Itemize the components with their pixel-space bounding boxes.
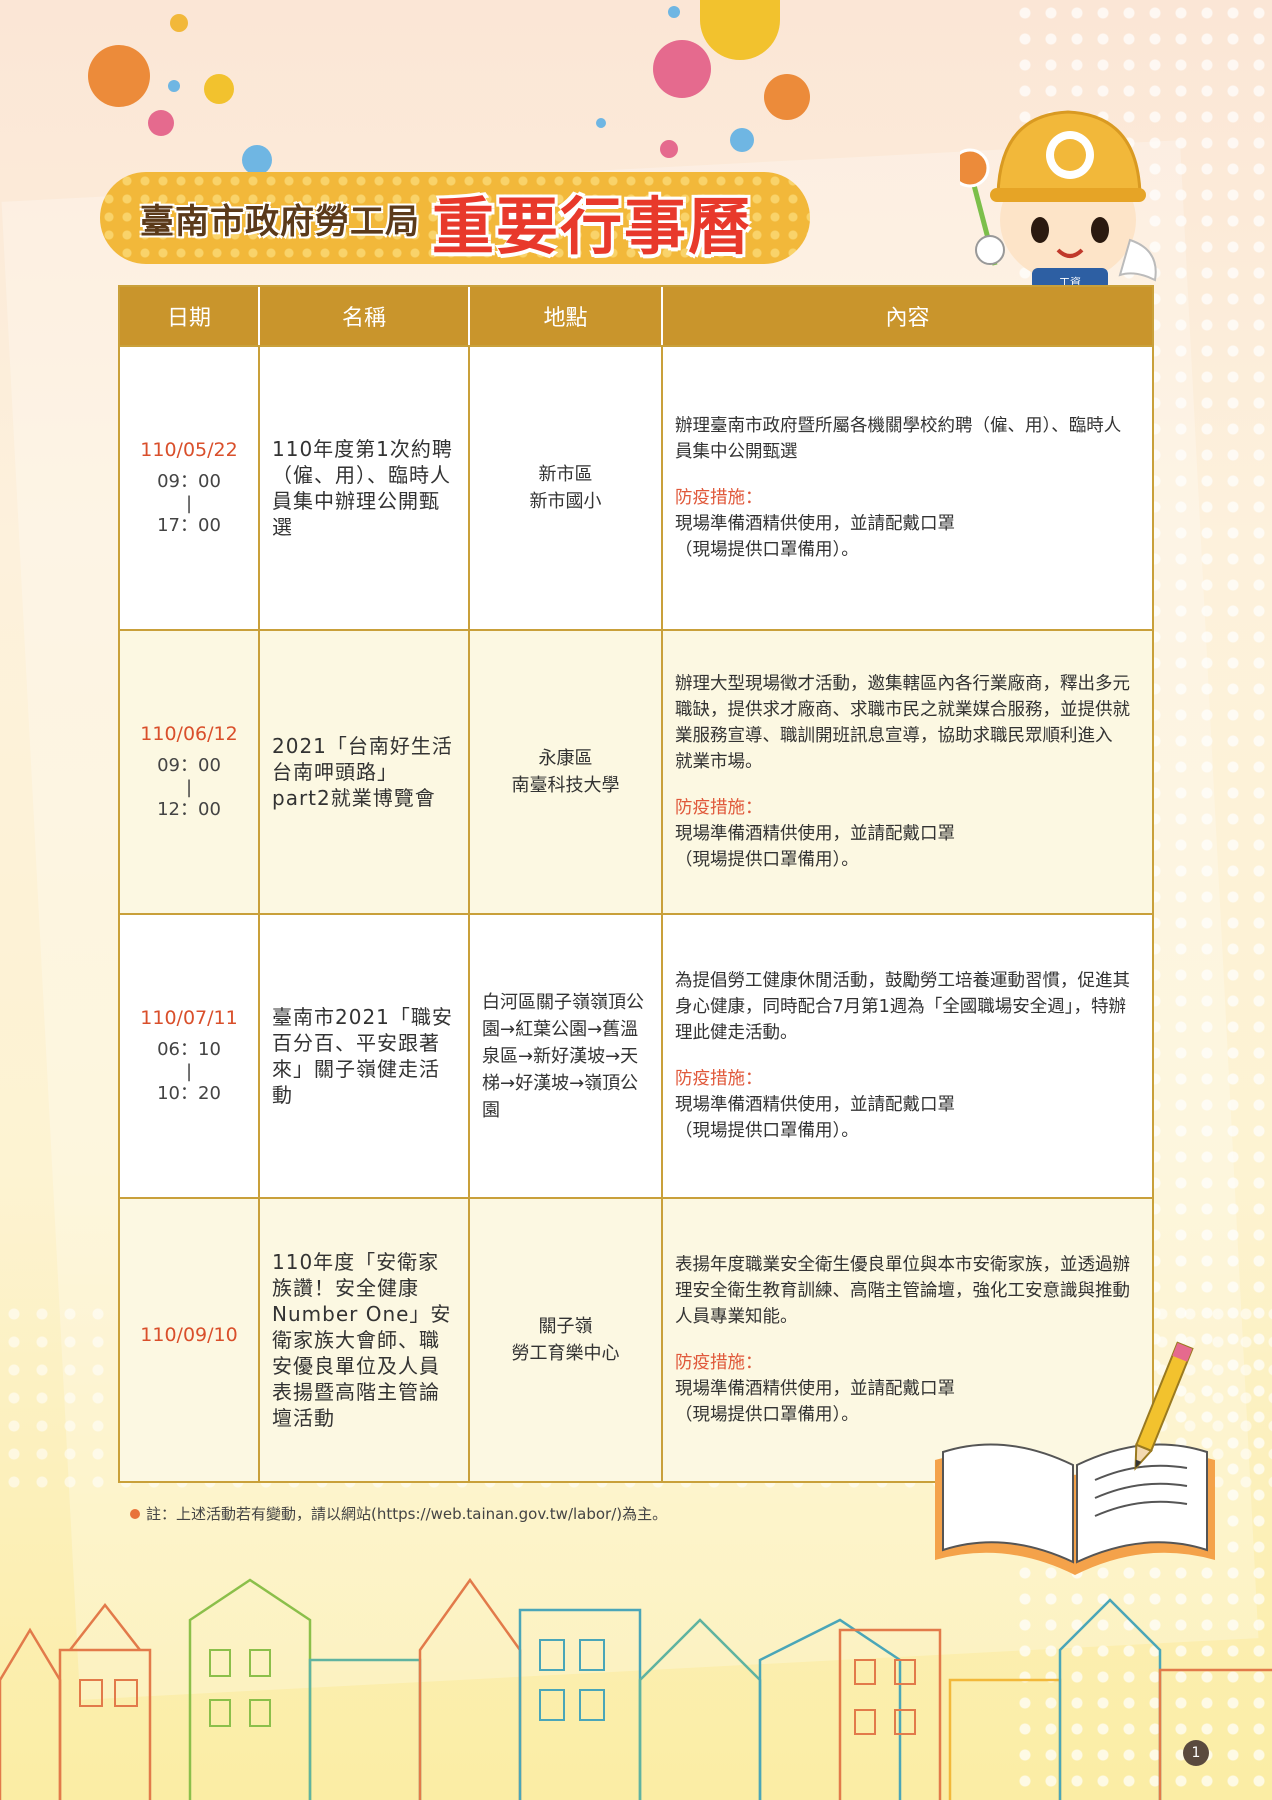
prevention-text: （現場提供口罩備用）。 [675,1405,859,1425]
date-cell: 110/07/11 06：10 | 10：20 [120,915,260,1197]
table-row: 110/09/10 110年度「安衛家族讚！安全健康Number One」安衛家… [120,1197,1152,1481]
event-name: 臺南市2021「職安百分百、平安跟著來」關子嶺健走活動 [272,1005,453,1107]
event-date: 110/06/12 [140,723,238,745]
header-date: 日期 [120,287,260,345]
time-separator: | [185,1061,193,1082]
decor-circle [242,145,272,175]
decor-circle [653,40,711,98]
location-line: 南臺科技大學 [511,775,620,796]
event-name: 2021「台南好生活台南呷頭路」part2就業博覽會 [272,734,453,810]
header-name: 名稱 [260,287,470,345]
prevention-text: 現場準備酒精供使用，並請配戴口罩 [675,514,955,534]
date-cell: 110/09/10 [120,1199,260,1481]
event-description: 辦理大型現場徵才活動，邀集轄區內各行業廠商，釋出多元職缺，提供求才廠商、求職市民… [675,674,1130,772]
event-date: 110/05/22 [140,439,238,461]
decor-circle [596,118,606,128]
event-name: 110年度「安衛家族讚！安全健康Number One」安衛家族大會師、職安優良單… [272,1250,452,1430]
time-start: 06：10 [157,1039,221,1060]
decor-circle [668,6,680,18]
time-end: 12：00 [157,799,221,820]
table-row: 110/05/22 09：00 | 17：00 110年度第1次約聘（僱、用）、… [120,345,1152,629]
time-separator: | [185,777,193,798]
header-location: 地點 [470,287,663,345]
footnote-text: 註：上述活動若有變動，請以網站(https://web.tainan.gov.t… [146,1505,668,1523]
prevention-text: （現場提供口罩備用）。 [675,540,859,560]
location-cell: 新市區 新市國小 [470,347,663,629]
decor-circle [148,110,174,136]
table-row: 110/06/12 09：00 | 12：00 2021「台南好生活台南呷頭路」… [120,629,1152,913]
bullet-icon [130,1509,140,1519]
schedule-table: 日期 名稱 地點 內容 110/05/22 09：00 | 17：00 110年… [118,285,1154,1483]
content-cell: 表揚年度職業安全衛生優良單位與本市安衛家族，並透過辦理安全衛生教育訓練、高階主管… [663,1199,1152,1481]
event-name: 110年度第1次約聘（僱、用）、臨時人員集中辦理公開甄選 [272,437,453,539]
prevention-label: 防疫措施： [675,1353,763,1373]
event-date: 110/07/11 [140,1007,238,1029]
book-pencil-illustration [935,1341,1215,1575]
time-separator: | [185,493,193,514]
prevention-text: （現場提供口罩備用）。 [675,850,859,870]
prevention-label: 防疫措施： [675,798,763,818]
decor-circle [170,14,188,32]
location-cell: 關子嶺 勞工育樂中心 [470,1199,663,1481]
page-subtitle-org: 臺南市政府勞工局 [140,202,420,242]
location-line: 永康區 [538,748,593,769]
date-cell: 110/06/12 09：00 | 12：00 [120,631,260,913]
decor-circle [660,140,678,158]
event-date: 110/09/10 [140,1324,238,1346]
name-cell: 臺南市2021「職安百分百、平安跟著來」關子嶺健走活動 [260,915,470,1197]
content-cell: 為提倡勞工健康休閒活動，鼓勵勞工培養運動習慣，促進其身心健康，同時配合7月第1週… [663,915,1152,1197]
name-cell: 110年度第1次約聘（僱、用）、臨時人員集中辦理公開甄選 [260,347,470,629]
location-route: 白河區關子嶺嶺頂公園→紅葉公園→舊溫泉區→新好漢坡→天梯→好漢坡→嶺頂公園 [482,991,644,1121]
decor-circle [700,0,780,60]
decor-circle [168,80,180,92]
location-line: 勞工育樂中心 [511,1343,620,1364]
title-banner [100,172,810,264]
prevention-text: 現場準備酒精供使用，並請配戴口罩 [675,824,955,844]
table-header-row: 日期 名稱 地點 內容 [120,287,1152,345]
event-description: 辦理臺南市政府暨所屬各機關學校約聘（僱、用）、臨時人員集中公開甄選 [675,416,1122,462]
name-cell: 110年度「安衛家族讚！安全健康Number One」安衛家族大會師、職安優良單… [260,1199,470,1481]
time-start: 09：00 [157,755,221,776]
prevention-text: （現場提供口罩備用）。 [675,1121,859,1141]
page-title: 重要行事曆 [432,190,753,263]
prevention-text: 現場準備酒精供使用，並請配戴口罩 [675,1379,955,1399]
footnote: 註：上述活動若有變動，請以網站(https://web.tainan.gov.t… [130,1503,667,1524]
time-start: 09：00 [157,471,221,492]
prevention-label: 防疫措施： [675,488,763,508]
page-number: 1 [1183,1740,1209,1766]
decor-circle [88,45,150,107]
location-line: 關子嶺 [538,1316,593,1337]
location-cell: 永康區 南臺科技大學 [470,631,663,913]
header-content: 內容 [885,306,930,331]
location-line: 新市國小 [529,491,602,512]
decor-circle [730,128,754,152]
mascot-illustration: 工資 [960,110,1157,290]
town-skyline-illustration [0,1577,1272,1800]
time-end: 10：20 [157,1083,221,1104]
event-description: 為提倡勞工健康休閒活動，鼓勵勞工培養運動習慣，促進其身心健康，同時配合7月第1週… [675,971,1130,1043]
prevention-label: 防疫措施： [675,1069,763,1089]
name-cell: 2021「台南好生活台南呷頭路」part2就業博覽會 [260,631,470,913]
content-cell: 辦理臺南市政府暨所屬各機關學校約聘（僱、用）、臨時人員集中公開甄選 防疫措施： … [663,347,1152,629]
location-line: 新市區 [538,464,593,485]
content-cell: 辦理大型現場徵才活動，邀集轄區內各行業廠商，釋出多元職缺，提供求才廠商、求職市民… [663,631,1152,913]
decor-circle [764,74,810,120]
event-description: 表揚年度職業安全衛生優良單位與本市安衛家族，並透過辦理安全衛生教育訓練、高階主管… [675,1255,1130,1327]
location-cell: 白河區關子嶺嶺頂公園→紅葉公園→舊溫泉區→新好漢坡→天梯→好漢坡→嶺頂公園 [470,915,663,1197]
date-cell: 110/05/22 09：00 | 17：00 [120,347,260,629]
prevention-text: 現場準備酒精供使用，並請配戴口罩 [675,1095,955,1115]
time-end: 17：00 [157,515,221,536]
decor-circle [204,74,234,104]
table-row: 110/07/11 06：10 | 10：20 臺南市2021「職安百分百、平安… [120,913,1152,1197]
